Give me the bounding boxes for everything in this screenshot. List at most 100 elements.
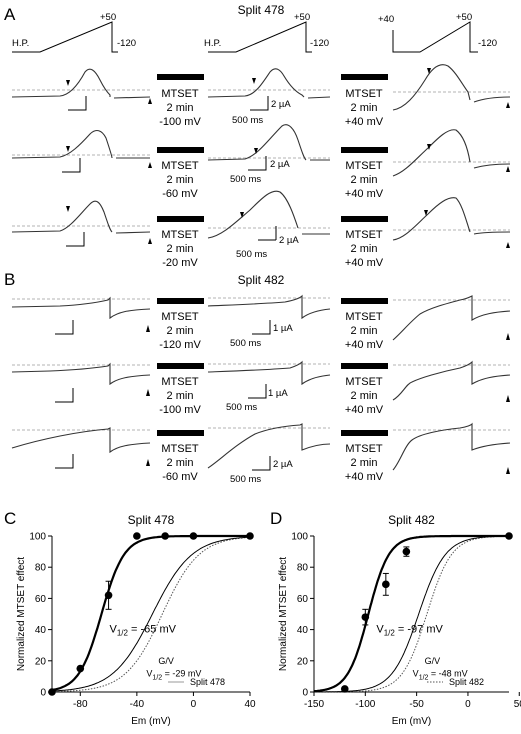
svg-text:+40 mV: +40 mV <box>345 471 384 483</box>
panel-a: A Split 478 H.P. +50 -120 H.P. +50 -120 … <box>4 3 511 269</box>
marker-arrow-icon <box>506 166 510 172</box>
panel-c-letter: C <box>4 509 16 528</box>
scale-current-label: 2 µA <box>271 99 291 110</box>
panel-d-letter: D <box>270 509 282 528</box>
chart-d: Split 482 -150 -100 -50 0 50 0 20 40 60 80 100 Em (m… <box>278 513 521 727</box>
svg-text:MTSET: MTSET <box>161 443 199 455</box>
svg-text:MTSET: MTSET <box>161 376 199 388</box>
scale-current-label: 1 µA <box>268 388 288 399</box>
protocol-top-label: +50 <box>456 12 472 23</box>
marker-arrow-icon <box>427 144 431 150</box>
svg-text:2 min: 2 min <box>167 243 194 255</box>
data-point <box>382 580 390 589</box>
svg-text:MTSET: MTSET <box>345 229 383 241</box>
mtset-block: MTSET 2 min +40 mV <box>341 430 388 483</box>
mtset-block: MTSET 2 min +40 mV <box>341 147 388 200</box>
marker-arrow-icon <box>66 80 70 86</box>
marker-arrow-icon <box>66 206 70 212</box>
svg-text:MTSET: MTSET <box>345 88 383 100</box>
svg-text:-20 mV: -20 mV <box>162 257 198 269</box>
protocol-end-label: -120 <box>117 38 136 49</box>
svg-text:2 min: 2 min <box>351 390 378 402</box>
data-point <box>361 613 370 621</box>
scale-current-label: 2 µA <box>270 159 290 170</box>
svg-text:-60 mV: -60 mV <box>162 471 198 483</box>
legend-label: Split 482 <box>449 677 484 687</box>
protocol-start-label: +40 <box>378 14 394 25</box>
svg-text:MTSET: MTSET <box>345 443 383 455</box>
panel-b-title: Split 482 <box>238 273 285 287</box>
svg-text:MTSET: MTSET <box>345 160 383 172</box>
scale-current-label: 1 µA <box>273 323 293 334</box>
svg-text:+40 mV: +40 mV <box>345 257 384 269</box>
scale-time-label: 500 ms <box>232 115 263 126</box>
svg-text:-60 mV: -60 mV <box>162 188 198 200</box>
scale-time-label: 500 ms <box>230 174 261 185</box>
data-point <box>161 532 169 540</box>
marker-arrow-icon <box>240 212 244 218</box>
svg-text:2 min: 2 min <box>167 325 194 337</box>
x-tick-label: -150 <box>304 699 324 710</box>
scale-current-label: 2 µA <box>273 459 293 470</box>
chart-c: Split 478 -80 -40 0 40 0 20 40 60 80 100 Em (mV) Nor… <box>16 513 256 727</box>
y-tick-label: 100 <box>29 532 46 543</box>
data-point <box>246 532 254 540</box>
panel-b: B Split 482 1 µA 500 ms 1 µA <box>4 270 511 485</box>
data-point <box>133 532 141 540</box>
panel-a-row-2: 2 µA 500 ms <box>11 124 511 185</box>
svg-text:-100 mV: -100 mV <box>159 116 201 128</box>
svg-text:2 min: 2 min <box>351 243 378 255</box>
svg-text:2 min: 2 min <box>351 174 378 186</box>
gv-dotted-curve <box>52 536 251 693</box>
x-tick-label: -50 <box>409 699 424 710</box>
protocol-1: H.P. +50 -120 <box>12 12 136 53</box>
svg-text:2 min: 2 min <box>167 457 194 469</box>
chart-title: Split 478 <box>128 513 175 527</box>
svg-text:+40 mV: +40 mV <box>345 339 384 351</box>
protocol-hp-label: H.P. <box>12 38 29 49</box>
fit-curve <box>313 534 509 693</box>
marker-arrow-icon <box>148 98 152 104</box>
gv-v-half-label: V1/2 = -29 mV <box>146 668 201 681</box>
panel-a-row-3: 2 µA 500 ms <box>11 190 511 260</box>
gv-curve <box>52 536 251 692</box>
svg-text:2 min: 2 min <box>351 102 378 114</box>
mtset-block: MTSET 2 min -100 mV <box>157 74 204 128</box>
panel-b-row-2: 1 µA 500 ms <box>11 360 511 413</box>
v-half-label: V1/2 = -65 mV <box>110 624 177 638</box>
mtset-block: MTSET 2 min -100 mV <box>157 363 204 416</box>
scale-time-label: 500 ms <box>230 474 261 485</box>
v-half-label: V1/2 = -97 mV <box>376 624 443 638</box>
svg-text:MTSET: MTSET <box>161 160 199 172</box>
svg-text:MTSET: MTSET <box>161 229 199 241</box>
marker-arrow-icon <box>146 459 150 466</box>
mtset-block: MTSET 2 min -20 mV <box>157 216 204 269</box>
marker-arrow-icon <box>427 68 431 74</box>
chart-title: Split 482 <box>388 513 435 527</box>
panel-a-row-1: 2 µA 500 ms <box>11 64 511 126</box>
svg-text:2 min: 2 min <box>167 390 194 402</box>
mtset-block: MTSET 2 min +40 mV <box>341 216 388 269</box>
scale-time-label: 500 ms <box>230 338 261 349</box>
y-tick-label: 60 <box>35 594 47 605</box>
marker-arrow-icon <box>424 210 428 216</box>
data-point <box>48 688 56 696</box>
scale-time-label: 500 ms <box>236 249 267 260</box>
y-tick-label: 0 <box>40 688 46 699</box>
protocol-2: H.P. +50 -120 <box>204 12 329 53</box>
svg-text:+40 mV: +40 mV <box>345 116 384 128</box>
protocol-end-label: -120 <box>310 38 329 49</box>
marker-arrow-icon <box>252 78 256 84</box>
mtset-block: MTSET 2 min +40 mV <box>341 74 388 128</box>
svg-text:2 min: 2 min <box>351 457 378 469</box>
data-point <box>402 547 411 556</box>
gv-curve <box>314 535 509 693</box>
protocol-hp-label: H.P. <box>204 38 221 49</box>
y-tick-label: 80 <box>35 563 47 574</box>
y-tick-label: 40 <box>35 625 47 636</box>
marker-arrow-icon <box>506 102 510 108</box>
gv-dotted-curve <box>314 535 509 693</box>
x-tick-label: -100 <box>355 699 375 710</box>
svg-text:+40 mV: +40 mV <box>345 404 384 416</box>
